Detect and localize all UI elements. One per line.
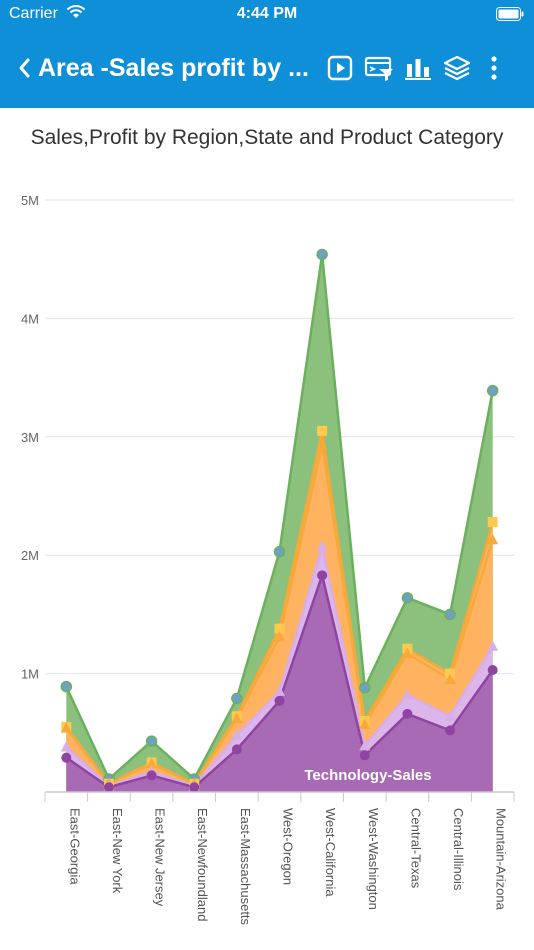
data-point[interactable] (445, 725, 456, 736)
series-areas (66, 254, 493, 793)
data-point[interactable] (359, 739, 371, 751)
x-tick-label: East-Massachusetts (238, 808, 253, 926)
y-tick-label: 1M (21, 667, 39, 682)
data-point[interactable] (231, 729, 243, 740)
data-point[interactable] (401, 592, 414, 604)
data-point[interactable] (274, 623, 285, 634)
data-point[interactable] (487, 517, 498, 528)
x-tick-label: East-New Jersey (153, 808, 168, 907)
x-tick-label: East-Newfoundland (195, 808, 210, 921)
chart-title: Sales,Profit by Region,State and Product… (30, 126, 504, 149)
x-tick-label: West-Oregon (281, 808, 296, 885)
status-bar: Carrier 4:44 PM (0, 0, 534, 30)
x-tick-label: Central-Texas (408, 808, 423, 889)
data-point[interactable] (317, 570, 328, 581)
data-point[interactable] (231, 744, 242, 755)
back-chevron-icon[interactable] (14, 54, 36, 82)
data-point[interactable] (401, 647, 413, 658)
data-point[interactable] (402, 708, 413, 719)
y-tick-label: 5M (21, 193, 39, 208)
data-point[interactable] (359, 750, 370, 761)
wifi-icon (66, 5, 86, 18)
series-markers (60, 248, 499, 793)
data-point[interactable] (146, 757, 158, 769)
chart-annotation: Technology-Sales (304, 767, 431, 784)
data-point[interactable] (444, 673, 456, 685)
x-tick-label: Mountain-Arizona (494, 808, 509, 911)
data-point[interactable] (487, 533, 499, 545)
data-point[interactable] (316, 248, 328, 261)
data-point[interactable] (103, 782, 114, 793)
x-tick-label: West-California (323, 808, 338, 897)
data-point[interactable] (444, 710, 456, 721)
series-area-2 (66, 445, 493, 792)
data-point[interactable] (487, 640, 499, 651)
layers-icon[interactable] (443, 54, 471, 82)
carrier-label: Carrier (9, 5, 58, 22)
series-area-0 (66, 254, 493, 793)
data-point[interactable] (60, 680, 73, 693)
data-point[interactable] (145, 735, 158, 747)
data-point[interactable] (60, 722, 72, 733)
x-tick-label: East-New York (110, 808, 125, 894)
bar-chart-icon[interactable] (404, 54, 432, 82)
page-title: Area -Sales profit by ... (38, 54, 309, 82)
battery-icon (496, 7, 524, 21)
area-chart: 1M 2M 3M 4M 5M East-Georgia East-New York East-… (21, 193, 515, 926)
series-area-4 (66, 575, 493, 792)
data-point[interactable] (359, 682, 371, 694)
x-tick-label: West-Washington (366, 808, 381, 910)
data-point[interactable] (231, 692, 243, 705)
data-point[interactable] (486, 384, 499, 397)
navigation-bar: Area -Sales profit by ... (0, 30, 534, 108)
data-point[interactable] (316, 439, 328, 450)
data-point[interactable] (273, 545, 286, 558)
data-point[interactable] (401, 688, 413, 700)
data-point[interactable] (317, 425, 328, 436)
axes: 1M 2M 3M 4M 5M East-Georgia East-New York East-… (21, 193, 515, 926)
y-tick-label: 2M (21, 548, 39, 563)
data-point[interactable] (189, 782, 200, 793)
x-tick-label: East-Georgia (67, 808, 82, 885)
series-area-3 (66, 546, 493, 792)
y-tick-label: 4M (21, 311, 39, 326)
data-point[interactable] (60, 741, 72, 752)
play-icon[interactable] (326, 54, 354, 82)
data-point[interactable] (274, 630, 285, 642)
data-point[interactable] (274, 695, 285, 706)
data-point[interactable] (359, 718, 371, 730)
more-options-icon[interactable] (480, 54, 508, 82)
data-point[interactable] (274, 685, 285, 696)
data-point[interactable] (487, 665, 498, 676)
status-time: 4:44 PM (236, 5, 298, 22)
y-tick-label: 3M (21, 430, 39, 445)
data-point[interactable] (316, 540, 328, 552)
data-point[interactable] (146, 770, 157, 781)
data-point[interactable] (61, 752, 72, 763)
data-point[interactable] (444, 608, 456, 621)
data-point[interactable] (231, 712, 243, 724)
filter-icon[interactable] (364, 54, 394, 82)
x-tick-label: Central-Illinois (451, 808, 466, 891)
